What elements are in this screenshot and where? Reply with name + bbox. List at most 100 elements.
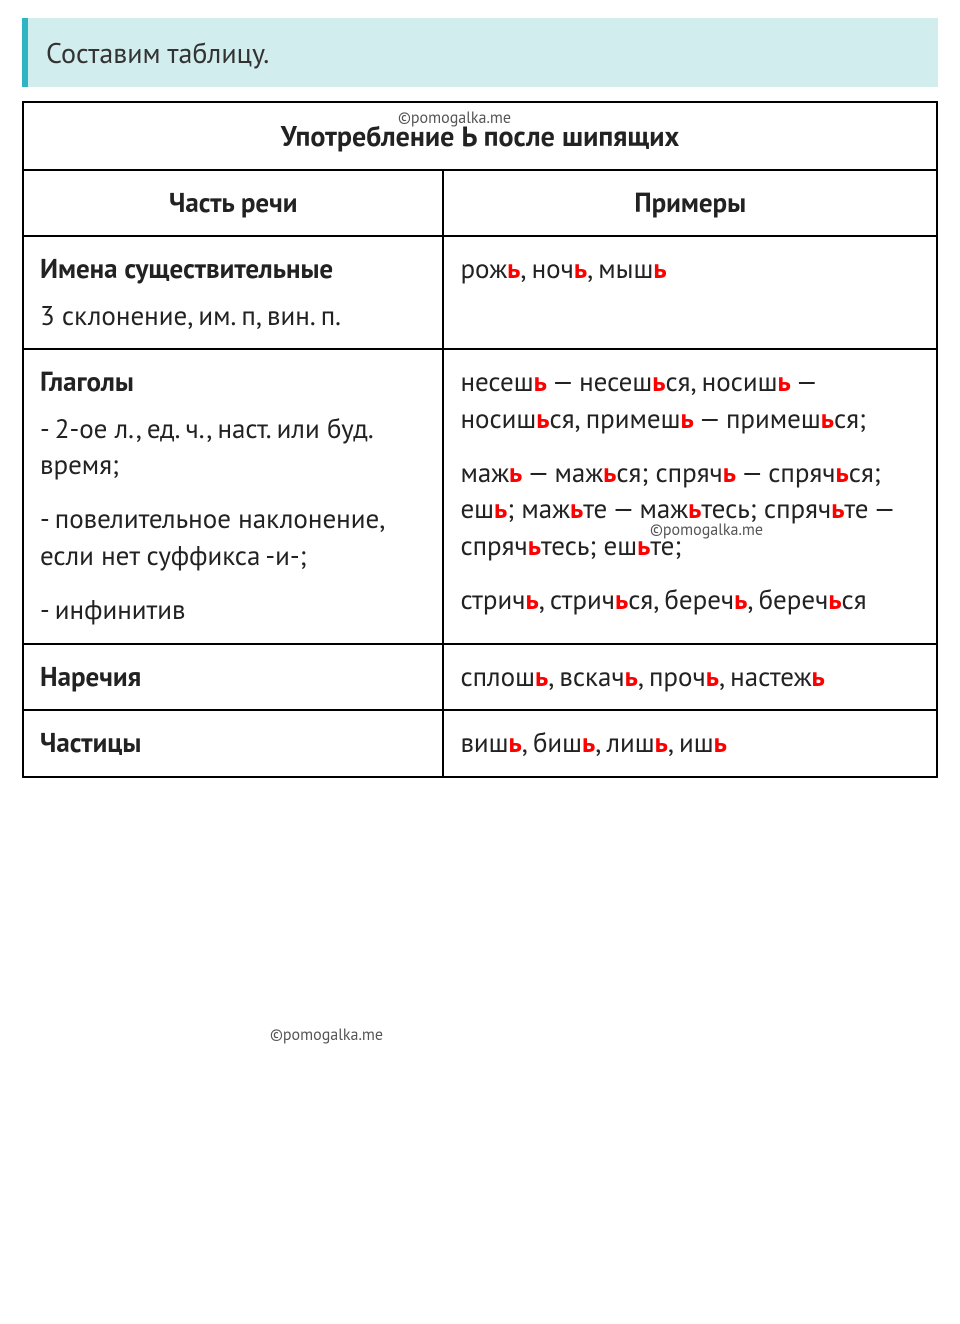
cell-block: вишь, бишь, лишь, ишь	[460, 725, 920, 761]
text-segment: , береч	[747, 583, 828, 617]
cell-right: вишь, бишь, лишь, ишь	[443, 710, 937, 776]
cell-right: сплошь, вскачь, прочь, настежь	[443, 644, 937, 710]
highlight-letter: ь	[534, 365, 547, 399]
highlight-letter: ь	[821, 402, 834, 436]
text-segment: - инфинитив	[40, 593, 185, 627]
cell-left: Частицы	[23, 710, 443, 776]
text-segment: — спряч	[736, 456, 836, 490]
text-segment: стрич	[460, 583, 525, 617]
text-segment: ; маж	[507, 492, 570, 526]
text-segment: , мыш	[587, 252, 653, 286]
highlight-letter: ь	[828, 583, 841, 617]
highlight-letter: ь	[637, 529, 650, 563]
text-segment: - повелительное наклонение, если нет суф…	[40, 502, 383, 572]
highlight-letter: ь	[681, 402, 694, 436]
highlight-letter: ь	[536, 402, 549, 436]
highlight-letter: ь	[734, 583, 747, 617]
column-header-left: Часть речи	[23, 170, 443, 236]
highlight-letter: ь	[494, 492, 507, 526]
cell-block: рожь, ночь, мышь	[460, 251, 920, 287]
highlight-letter: ь	[652, 365, 665, 399]
highlight-letter: ь	[777, 365, 790, 399]
cell-left: Имена существительные 3 склонение, им. п,…	[23, 236, 443, 349]
column-header-right: Примеры	[443, 170, 937, 236]
text-segment: , вскач	[548, 660, 624, 694]
table-title: Употребление Ь после шипящих	[23, 102, 937, 170]
cell-block: - повелительное наклонение, если нет суф…	[40, 501, 426, 574]
highlight-letter: ь	[509, 456, 522, 490]
highlight-letter: ь	[615, 583, 628, 617]
highlight-letter: ь	[706, 660, 719, 694]
highlight-letter: ь	[723, 456, 736, 490]
highlight-letter: ь	[653, 252, 666, 286]
highlight-letter: ь	[535, 660, 548, 694]
highlight-letter: ь	[812, 660, 825, 694]
text-segment: те — маж	[583, 492, 688, 526]
highlight-letter: ь	[625, 660, 638, 694]
highlight-letter: ь	[507, 252, 520, 286]
highlight-letter: ь	[603, 456, 616, 490]
text-segment: ся, примеш	[550, 402, 681, 436]
page: Составим таблицу. ©pomogalka.me ©pomogal…	[0, 0, 960, 808]
highlight-letter: ь	[836, 456, 849, 490]
cell-block: стричь, стричься, беречь, беречься	[460, 582, 920, 618]
highlight-letter: ь	[655, 726, 668, 760]
cell-block: мажь — мажься; спрячь — спрячься; ешь; м…	[460, 455, 920, 564]
cell-block: сплошь, вскачь, прочь, настежь	[460, 659, 920, 695]
cell-block: Наречия	[40, 659, 426, 695]
text-segment: , стрич	[539, 583, 615, 617]
text-segment: , лиш	[595, 726, 654, 760]
table-row: Глаголы - 2-ое л., ед. ч., наст. или буд.…	[23, 349, 937, 644]
text-segment: те;	[650, 529, 681, 563]
cell-block: Частицы	[40, 725, 426, 761]
bold-text: Имена существительные	[40, 252, 333, 286]
text-segment: виш	[460, 726, 508, 760]
cell-left: Глаголы - 2-ое л., ед. ч., наст. или буд.…	[23, 349, 443, 644]
highlight-letter: ь	[528, 529, 541, 563]
text-segment: рож	[460, 252, 507, 286]
highlight-letter: ь	[574, 252, 587, 286]
bold-text: Частицы	[40, 726, 141, 760]
table-row: Имена существительные 3 склонение, им. п,…	[23, 236, 937, 349]
text-segment: тесь; еш	[541, 529, 637, 563]
text-segment: ся	[842, 583, 867, 617]
cell-block: несешь — несешься, носишь — носишься, пр…	[460, 364, 920, 437]
callout-box: Составим таблицу.	[22, 18, 938, 87]
text-segment: , биш	[522, 726, 582, 760]
text-segment: , проч	[638, 660, 706, 694]
text-segment: — несеш	[547, 365, 652, 399]
cell-block: - 2-ое л., ед. ч., наст. или буд. время;	[40, 411, 426, 484]
text-segment: , иш	[668, 726, 714, 760]
highlight-letter: ь	[570, 492, 583, 526]
text-segment: ся; спряч	[616, 456, 722, 490]
cell-block: 3 склонение, им. п, вин. п.	[40, 298, 426, 334]
highlight-letter: ь	[509, 726, 522, 760]
highlight-letter: ь	[526, 583, 539, 617]
highlight-letter: ь	[831, 492, 844, 526]
text-segment: тесь; спряч	[701, 492, 831, 526]
cell-block: Глаголы	[40, 364, 426, 400]
table-row: Наречиясплошь, вскачь, прочь, настежь	[23, 644, 937, 710]
text-segment: ся, носиш	[665, 365, 777, 399]
text-segment: ся, береч	[628, 583, 734, 617]
highlight-letter: ь	[582, 726, 595, 760]
table-body: Имена существительные 3 склонение, им. п,…	[23, 236, 937, 776]
bold-text: Наречия	[40, 660, 141, 694]
text-segment: маж	[460, 456, 509, 490]
cell-block: Имена существительные	[40, 251, 426, 287]
text-segment: — маж	[522, 456, 603, 490]
text-segment: , настеж	[719, 660, 812, 694]
text-segment: несеш	[460, 365, 533, 399]
text-segment: ся;	[834, 402, 866, 436]
bold-text: Глаголы	[40, 365, 134, 399]
cell-right: рожь, ночь, мышь	[443, 236, 937, 349]
text-segment: сплош	[460, 660, 535, 694]
highlight-letter: ь	[714, 726, 727, 760]
watermark: ©pomogalka.me	[270, 1025, 383, 1045]
cell-left: Наречия	[23, 644, 443, 710]
text-segment: — примеш	[694, 402, 821, 436]
cell-right: несешь — несешься, носишь — носишься, пр…	[443, 349, 937, 644]
text-segment: , ноч	[520, 252, 573, 286]
table-row: Частицывишь, бишь, лишь, ишь	[23, 710, 937, 776]
text-segment: - 2-ое л., ед. ч., наст. или буд. время;	[40, 412, 372, 482]
